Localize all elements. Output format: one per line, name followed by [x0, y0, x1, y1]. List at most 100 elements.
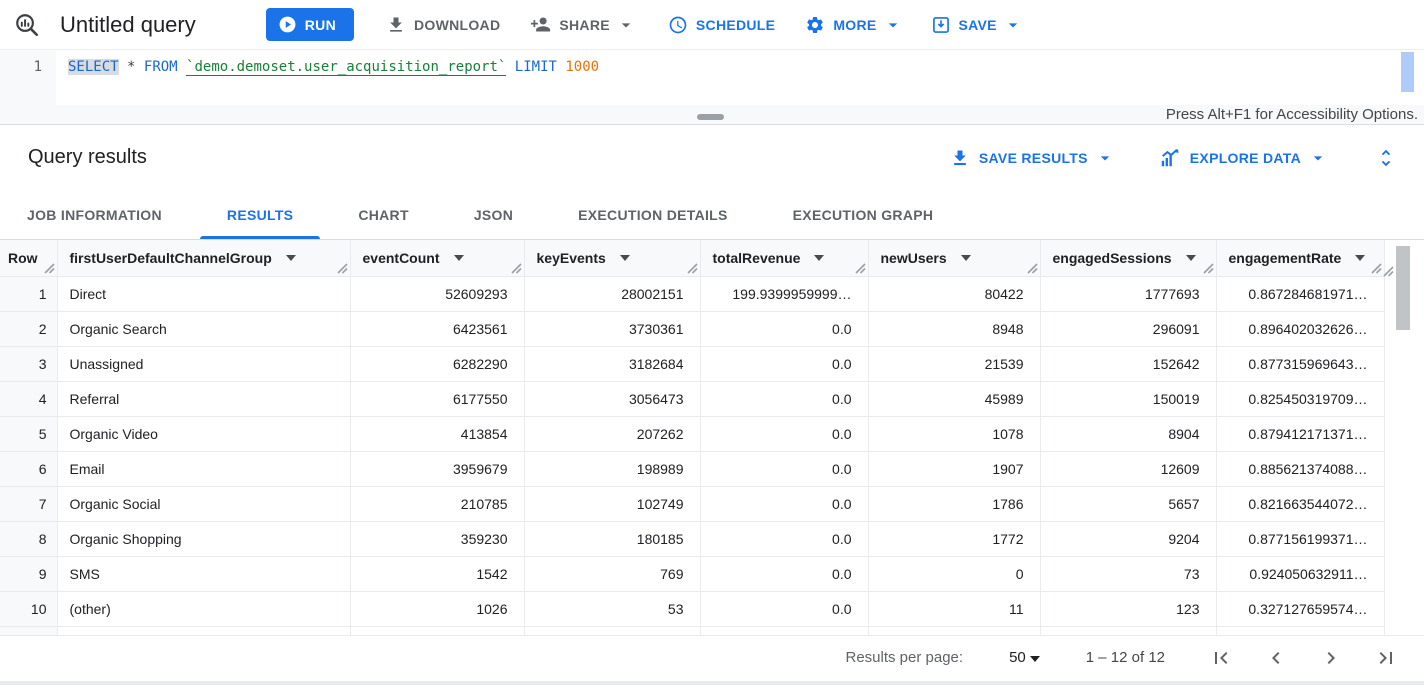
table-cell[interactable]: 1078 — [868, 416, 1041, 452]
column-resize-grip[interactable] — [1026, 262, 1038, 274]
column-resize-grip[interactable] — [686, 262, 698, 274]
table-cell[interactable]: Email — [57, 451, 351, 487]
table-cell[interactable]: Paid Social — [57, 626, 351, 635]
table-cell[interactable]: 0.0 — [700, 311, 869, 347]
table-cell[interactable]: 53 — [524, 591, 701, 627]
table-cell[interactable]: (other) — [57, 591, 351, 627]
table-cell[interactable]: 52609293 — [350, 276, 525, 312]
table-cell[interactable]: SMS — [57, 556, 351, 592]
table-cell[interactable]: 3 — [1040, 626, 1217, 635]
table-cell[interactable]: 997 — [350, 626, 525, 635]
table-cell[interactable]: 0.327127659574… — [1216, 591, 1385, 627]
tab-execution-graph[interactable]: EXECUTION GRAPH — [792, 206, 934, 223]
save-button[interactable]: SAVE — [931, 15, 1023, 35]
table-cell[interactable]: Direct — [57, 276, 351, 312]
table-cell[interactable]: 3056473 — [524, 381, 701, 417]
table-cell[interactable]: 0.825450319709… — [1216, 381, 1385, 417]
column-header-Row[interactable]: Row — [0, 240, 58, 277]
table-cell[interactable]: 1777693 — [1040, 276, 1217, 312]
run-button[interactable]: RUN — [265, 8, 354, 41]
table-cell[interactable]: 207262 — [524, 416, 701, 452]
table-cell[interactable]: 1907 — [868, 451, 1041, 487]
table-cell[interactable]: 0.877156199371… — [1216, 521, 1385, 557]
table-cell[interactable]: 21539 — [868, 346, 1041, 382]
table-cell[interactable]: 0.0 — [700, 591, 869, 627]
table-cell[interactable]: Organic Social — [57, 486, 351, 522]
table-cell[interactable]: 1786 — [868, 486, 1041, 522]
column-resize-grip[interactable] — [1383, 266, 1394, 277]
table-cell[interactable]: 6282290 — [350, 346, 525, 382]
table-cell[interactable]: 12609 — [1040, 451, 1217, 487]
table-cell[interactable]: 413854 — [350, 416, 525, 452]
column-resize-grip[interactable] — [510, 262, 522, 274]
column-resize-grip[interactable] — [43, 262, 55, 274]
more-button[interactable]: MORE — [805, 15, 902, 35]
table-cell[interactable]: Organic Search — [57, 311, 351, 347]
table-cell[interactable]: 6177550 — [350, 381, 525, 417]
table-cell[interactable]: 180185 — [524, 521, 701, 557]
last-page-button[interactable] — [1374, 646, 1398, 670]
share-button[interactable]: SHARE — [530, 14, 636, 35]
column-resize-grip[interactable] — [854, 262, 866, 274]
tab-json[interactable]: JSON — [473, 206, 514, 223]
table-cell[interactable]: 1.0 — [1216, 626, 1385, 635]
table-cell[interactable]: 0 — [868, 626, 1041, 635]
column-header-keyEvents[interactable]: keyEvents — [524, 240, 701, 277]
table-cell[interactable]: 152642 — [1040, 346, 1217, 382]
table-cell[interactable]: 8904 — [1040, 416, 1217, 452]
save-results-button[interactable]: SAVE RESULTS — [950, 148, 1115, 168]
table-cell[interactable]: 1026 — [350, 591, 525, 627]
row-number-cell[interactable]: 9 — [0, 556, 58, 592]
column-resize-grip[interactable] — [1370, 262, 1382, 274]
table-cell[interactable]: 73 — [1040, 556, 1217, 592]
table-cell[interactable]: 45989 — [868, 381, 1041, 417]
table-cell[interactable]: 0.896402032626… — [1216, 311, 1385, 347]
tab-results[interactable]: RESULTS — [199, 190, 321, 239]
table-cell[interactable]: Organic Video — [57, 416, 351, 452]
table-cell[interactable]: 6423561 — [350, 311, 525, 347]
column-resize-grip[interactable] — [1202, 262, 1214, 274]
sql-editor[interactable]: 1 SELECT * FROM `demo.demoset.user_acqui… — [0, 50, 1424, 105]
table-cell[interactable]: Referral — [57, 381, 351, 417]
table-cell[interactable]: Organic Shopping — [57, 521, 351, 557]
column-header-engagementRate[interactable]: engagementRate — [1216, 240, 1385, 277]
table-cell[interactable]: 102749 — [524, 486, 701, 522]
table-vertical-scrollbar[interactable] — [1396, 246, 1410, 330]
table-cell[interactable]: 0.0 — [700, 556, 869, 592]
column-menu-caret-icon[interactable] — [814, 254, 825, 261]
table-cell[interactable]: 0.0 — [700, 346, 869, 382]
table-cell[interactable]: 9204 — [1040, 521, 1217, 557]
table-cell[interactable]: 0.885621374088… — [1216, 451, 1385, 487]
table-cell[interactable]: 0.0 — [700, 521, 869, 557]
row-number-cell[interactable]: 6 — [0, 451, 58, 487]
column-menu-caret-icon[interactable] — [453, 254, 464, 261]
table-cell[interactable]: Unassigned — [57, 346, 351, 382]
table-cell[interactable]: 0.867284681971… — [1216, 276, 1385, 312]
table-cell[interactable]: 0.0 — [700, 381, 869, 417]
table-cell[interactable]: 0.0 — [700, 486, 869, 522]
row-number-cell[interactable]: 5 — [0, 416, 58, 452]
row-number-cell[interactable]: 1 — [0, 276, 58, 312]
column-header-firstUserDefaultChannelGroup[interactable]: firstUserDefaultChannelGroup — [57, 240, 351, 277]
table-cell[interactable]: 11 — [868, 591, 1041, 627]
first-page-button[interactable] — [1209, 646, 1233, 670]
schedule-button[interactable]: SCHEDULE — [668, 15, 775, 35]
table-cell[interactable]: 8948 — [868, 311, 1041, 347]
row-number-cell[interactable]: 3 — [0, 346, 58, 382]
column-header-eventCount[interactable]: eventCount — [350, 240, 525, 277]
table-cell[interactable]: 0 — [868, 556, 1041, 592]
table-cell[interactable]: 198989 — [524, 451, 701, 487]
table-cell[interactable]: 80422 — [868, 276, 1041, 312]
table-cell[interactable]: 5657 — [1040, 486, 1217, 522]
table-cell[interactable]: 0.0 — [700, 416, 869, 452]
table-cell[interactable]: 0.0 — [700, 626, 869, 635]
table-cell[interactable]: 769 — [524, 556, 701, 592]
table-cell[interactable]: 150019 — [1040, 381, 1217, 417]
row-number-cell[interactable]: 7 — [0, 486, 58, 522]
tab-chart[interactable]: CHART — [358, 206, 409, 223]
table-cell[interactable]: 1542 — [350, 556, 525, 592]
row-number-cell[interactable]: 11 — [0, 626, 58, 635]
table-cell[interactable]: 1772 — [868, 521, 1041, 557]
column-menu-caret-icon[interactable] — [1355, 254, 1366, 261]
table-cell[interactable]: 199.9399959999… — [700, 276, 869, 312]
